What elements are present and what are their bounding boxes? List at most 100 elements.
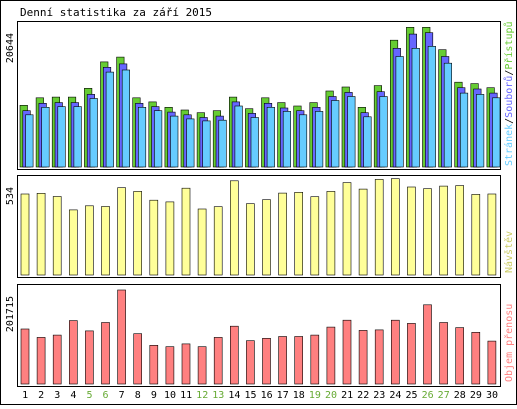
- chart-title: Denní statistika za září 2015: [20, 6, 212, 19]
- bar-bot-day-30: [487, 340, 497, 385]
- bar-bot-day-27: [439, 322, 448, 385]
- bar-mid-day-14: [230, 180, 239, 276]
- bar-bot-day-10: [165, 346, 175, 385]
- bar-stránek-day-13: [218, 119, 227, 168]
- bar-stránek-day-28: [459, 92, 469, 168]
- bar-stránek-day-14: [234, 105, 243, 168]
- x-tick-label-30: 30: [486, 390, 498, 401]
- side-legend-mid: Návštěv: [503, 231, 515, 273]
- bar-bot-day-26: [423, 304, 432, 385]
- x-tick-label-13: 13: [212, 390, 224, 401]
- bar-mid-day-7: [117, 187, 126, 276]
- panel-frame-bot: [17, 284, 501, 387]
- bar-mid-day-6: [101, 206, 110, 276]
- bar-stránek-day-5: [89, 98, 98, 168]
- x-tick-label-23: 23: [373, 390, 385, 401]
- side-legend-top: Stránek/Souborů/Přístupů: [503, 21, 515, 166]
- x-tick-label-10: 10: [164, 390, 176, 401]
- x-tick-label-29: 29: [470, 390, 482, 401]
- bar-bot-day-4: [69, 320, 78, 385]
- bar-stránek-day-12: [202, 120, 211, 168]
- bar-mid-day-23: [374, 179, 384, 276]
- x-tick-label-22: 22: [357, 390, 369, 401]
- x-tick-label-4: 4: [70, 390, 76, 401]
- bar-bot-day-12: [197, 346, 207, 385]
- ymax-label-top: 20644: [5, 33, 16, 63]
- bar-mid-day-5: [85, 205, 94, 276]
- bar-stránek-day-24: [395, 56, 404, 168]
- bar-stránek-day-23: [379, 96, 388, 168]
- bar-bot-day-21: [342, 319, 352, 385]
- x-tick-label-19: 19: [309, 390, 321, 401]
- x-tick-label-8: 8: [135, 390, 141, 401]
- bar-stránek-day-22: [363, 116, 372, 168]
- bar-stránek-day-10: [170, 115, 179, 168]
- bar-mid-day-2: [36, 193, 46, 276]
- bar-stránek-day-19: [315, 111, 324, 168]
- bar-mid-day-8: [133, 191, 142, 276]
- bar-stránek-day-8: [138, 107, 147, 168]
- bar-stránek-day-9: [154, 110, 163, 168]
- bar-bot-day-11: [181, 343, 191, 385]
- side-legend-0: Stránek: [503, 124, 515, 166]
- x-tick-label-5: 5: [86, 390, 92, 401]
- bar-mid-day-25: [407, 186, 416, 276]
- panel-frame-top: [17, 21, 501, 170]
- x-tick-label-15: 15: [244, 390, 256, 401]
- bar-bot-day-17: [278, 336, 287, 385]
- x-tick-label-3: 3: [54, 390, 60, 401]
- x-tick-label-12: 12: [196, 390, 208, 401]
- bar-bot-day-15: [246, 340, 255, 385]
- bar-stránek-day-7: [121, 69, 130, 168]
- bar-bot-day-3: [52, 334, 62, 385]
- bar-mid-day-17: [278, 192, 287, 276]
- x-tick-label-27: 27: [438, 390, 450, 401]
- bar-mid-day-4: [69, 209, 78, 276]
- x-tick-label-11: 11: [180, 390, 192, 401]
- bar-bot-day-25: [407, 323, 416, 385]
- side-legend-bot: Objem přenosu: [503, 304, 515, 382]
- bar-mid-day-13: [213, 206, 223, 276]
- bar-bot-day-20: [326, 326, 336, 385]
- bar-stránek-day-29: [476, 94, 485, 168]
- side-legend-2: Přístupů: [503, 21, 515, 69]
- bar-stránek-day-26: [427, 45, 436, 168]
- bar-mid-day-10: [165, 201, 175, 276]
- bar-stránek-day-25: [411, 47, 420, 168]
- bar-bot-day-28: [455, 327, 465, 385]
- x-tick-label-7: 7: [119, 390, 125, 401]
- bar-mid-day-22: [358, 188, 368, 276]
- bar-mid-day-12: [197, 208, 207, 276]
- bar-bot-day-14: [230, 325, 239, 385]
- panel-frame-mid: [17, 175, 501, 278]
- bar-bot-day-22: [358, 330, 368, 385]
- bar-stránek-day-11: [186, 118, 195, 168]
- x-tick-label-14: 14: [228, 390, 240, 401]
- bar-stránek-day-30: [492, 97, 501, 168]
- bar-stránek-day-1: [25, 114, 34, 168]
- bar-bot-day-24: [390, 319, 400, 385]
- bar-stránek-day-16: [266, 107, 275, 168]
- bar-bot-day-9: [149, 344, 159, 385]
- bar-bot-day-1: [20, 328, 30, 385]
- x-tick-label-26: 26: [422, 390, 434, 401]
- bar-mid-day-9: [149, 199, 159, 276]
- x-tick-label-28: 28: [454, 390, 466, 401]
- bar-stránek-day-6: [105, 71, 114, 168]
- bar-mid-day-16: [262, 199, 271, 276]
- bar-mid-day-19: [310, 196, 320, 276]
- bar-mid-day-27: [439, 185, 448, 276]
- bar-stránek-day-15: [250, 117, 259, 168]
- bar-bot-day-13: [213, 337, 223, 385]
- x-tick-label-20: 20: [325, 390, 337, 401]
- ymax-label-bot: 201715: [5, 296, 16, 332]
- x-tick-label-6: 6: [102, 390, 108, 401]
- bar-stránek-day-20: [331, 100, 340, 168]
- bar-stránek-day-17: [282, 111, 292, 168]
- bar-mid-day-21: [342, 182, 352, 276]
- bar-bot-day-8: [133, 333, 142, 385]
- x-tick-label-9: 9: [151, 390, 157, 401]
- bar-stránek-day-3: [57, 106, 66, 168]
